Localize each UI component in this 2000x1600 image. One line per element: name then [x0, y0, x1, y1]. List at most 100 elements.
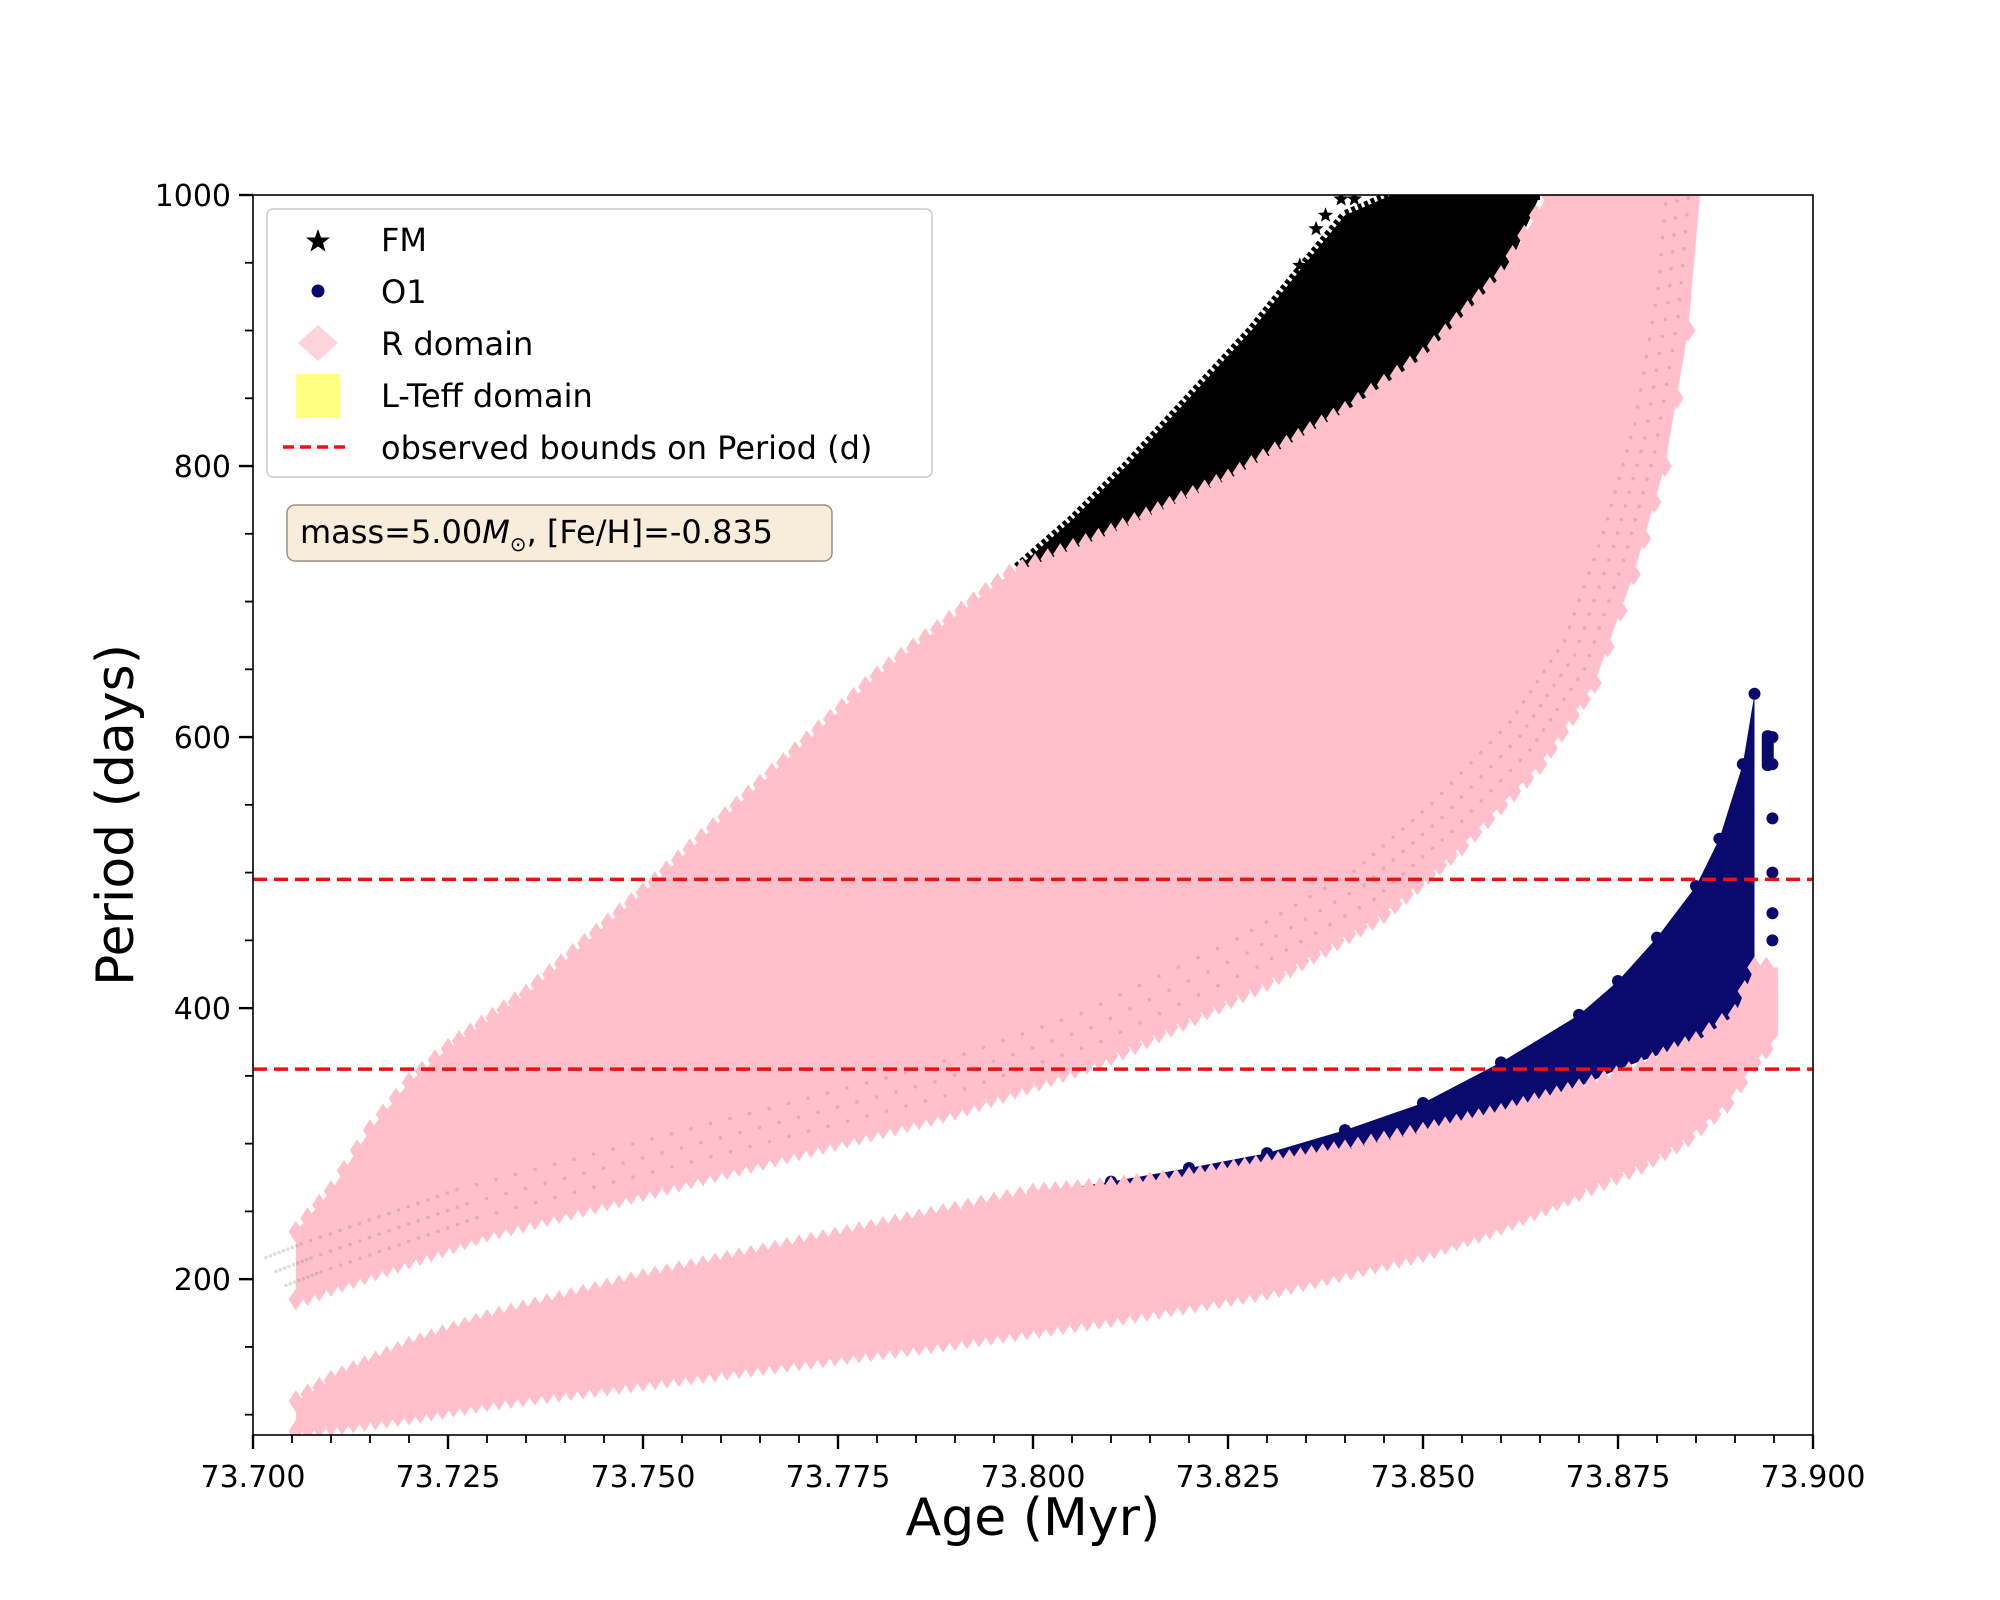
r-domain-texture-dot: [1489, 789, 1493, 793]
r-domain-texture-dot: [1643, 436, 1647, 440]
r-domain-diamond: [503, 1302, 519, 1325]
r-domain-texture-dot: [1567, 625, 1572, 630]
r-domain-diamond: [635, 1268, 651, 1291]
r-domain-diamond: [323, 1274, 339, 1297]
r-domain-texture-dot: [582, 1171, 586, 1176]
r-domain-texture-dot: [1635, 405, 1640, 409]
r-domain-diamond: [791, 1349, 807, 1372]
r-domain-diamond: [1025, 1182, 1041, 1205]
r-domain-texture-dot: [1629, 435, 1633, 440]
r-domain-texture-dot: [1498, 778, 1503, 783]
x-tick-label: 73.700: [201, 1460, 306, 1495]
r-domain-texture-dot: [757, 1125, 762, 1130]
r-domain-diamond: [1701, 1021, 1717, 1044]
r-domain-diamond: [1326, 1141, 1342, 1164]
r-domain-diamond: [966, 591, 981, 614]
r-domain-diamond: [1596, 1169, 1612, 1192]
r-domain-texture-dot: [1667, 168, 1671, 172]
r-domain-texture-dot: [1656, 286, 1660, 291]
r-domain-texture-dot: [1677, 297, 1682, 302]
r-domain-diamond: [1291, 427, 1306, 450]
r-domain-diamond: [1043, 1314, 1059, 1337]
r-domain-diamond: [923, 1332, 939, 1355]
o1-point: [1736, 758, 1749, 771]
r-domain-texture-dot: [1587, 612, 1592, 617]
r-domain-texture-dot: [306, 1275, 310, 1279]
r-domain-texture-dot: [1673, 216, 1678, 220]
r-domain-texture-dot: [1137, 983, 1142, 988]
plot-data-layer: [253, 168, 1813, 1435]
r-domain-diamond: [1363, 1133, 1379, 1156]
r-domain-texture-dot: [962, 1087, 967, 1091]
r-domain-diamond: [435, 1236, 450, 1259]
y-axis-label: Period (days): [86, 644, 146, 986]
r-domain-texture-dot: [1249, 928, 1254, 933]
r-domain-texture-dot: [367, 1218, 372, 1223]
r-domain-diamond: [357, 1409, 372, 1432]
r-domain-diamond: [1467, 820, 1483, 843]
r-domain-diamond: [599, 1277, 615, 1300]
r-domain-diamond: [1552, 195, 1567, 206]
r-domain-texture-dot: [1545, 693, 1550, 698]
r-domain-diamond: [1319, 1264, 1335, 1287]
r-domain-texture-dot: [474, 1182, 479, 1187]
r-domain-texture-dot: [855, 1100, 859, 1104]
r-domain-texture-dot: [718, 1135, 723, 1140]
r-domain-diamond: [1247, 1281, 1263, 1304]
r-domain-diamond: [1471, 288, 1486, 311]
r-domain-diamond: [729, 795, 744, 818]
r-domain-texture-dot: [884, 1076, 888, 1080]
r-domain-diamond: [1584, 1174, 1599, 1197]
r-domain-diamond: [1571, 1180, 1587, 1203]
r-domain-diamond: [947, 1200, 963, 1223]
r-domain-diamond: [839, 1126, 855, 1149]
r-domain-diamond: [1199, 1289, 1215, 1312]
r-domain-diamond: [1645, 1146, 1661, 1169]
r-domain-diamond: [869, 665, 885, 688]
r-domain-diamond: [312, 1193, 327, 1216]
r-domain-diamond: [755, 1354, 771, 1377]
r-domain-texture-dot: [1670, 249, 1675, 254]
r-domain-texture-dot: [962, 1052, 966, 1057]
r-domain-texture-dot: [1587, 571, 1591, 575]
r-domain-diamond: [935, 1202, 951, 1225]
r-domain-texture-dot: [1391, 835, 1395, 840]
r-domain-diamond: [542, 963, 557, 986]
r-domain-diamond: [683, 1257, 699, 1280]
r-domain-diamond: [815, 1229, 831, 1252]
r-domain-diamond: [587, 1280, 603, 1303]
r-domain-texture-dot: [348, 1259, 353, 1264]
r-domain-texture-dot: [494, 1177, 498, 1182]
r-domain-diamond: [468, 1312, 484, 1335]
r-domain-texture-dot: [689, 1126, 693, 1131]
r-domain-diamond: [563, 1379, 579, 1402]
r-domain-diamond: [1270, 1151, 1286, 1174]
r-domain-texture-dot: [1400, 827, 1405, 831]
r-domain-texture-dot: [1118, 1030, 1123, 1035]
r-domain-diamond: [1599, 195, 1614, 206]
o1-point: [1713, 832, 1726, 845]
r-domain-diamond: [683, 1167, 699, 1190]
r-domain-texture-dot: [1617, 476, 1621, 481]
r-domain-diamond: [767, 1239, 783, 1262]
r-domain-texture-dot: [1644, 354, 1649, 359]
r-domain-diamond: [375, 1103, 391, 1126]
r-domain-diamond: [1493, 265, 1509, 288]
r-domain-diamond: [1138, 506, 1154, 529]
r-domain-diamond: [671, 1170, 687, 1193]
r-domain-diamond: [446, 1232, 461, 1255]
r-domain-diamond: [1294, 949, 1310, 972]
r-domain-diamond: [1150, 501, 1165, 524]
r-domain-diamond: [362, 1119, 378, 1142]
r-domain-diamond: [1403, 1243, 1419, 1266]
r-domain-texture-dot: [377, 1215, 381, 1219]
r-domain-texture-dot: [1555, 707, 1560, 712]
r-domain-texture-dot: [679, 1146, 684, 1150]
o1-point: [1417, 1096, 1429, 1109]
r-domain-diamond: [1571, 1078, 1587, 1101]
r-domain-texture-dot: [591, 1152, 596, 1156]
r-domain-diamond: [587, 1192, 603, 1215]
r-domain-texture-dot: [291, 1262, 296, 1267]
r-domain-diamond: [1438, 1233, 1453, 1256]
r-domain-diamond: [288, 1390, 304, 1413]
